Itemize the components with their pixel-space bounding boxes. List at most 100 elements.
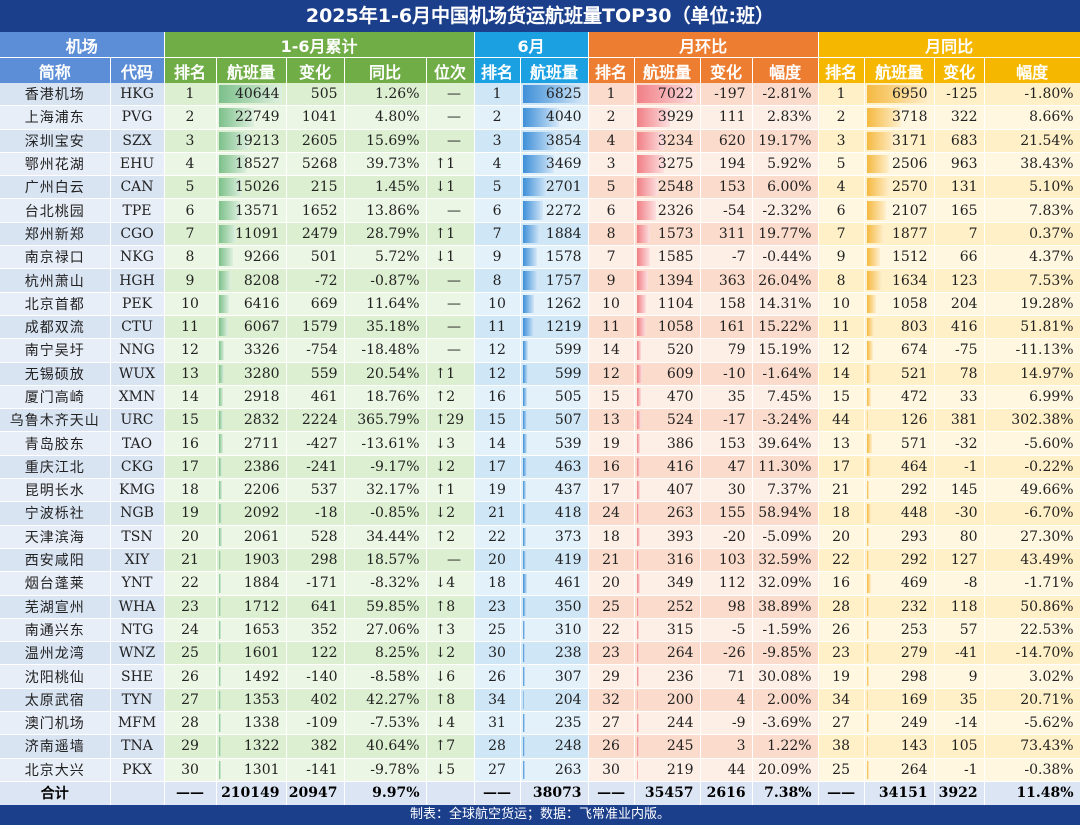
june-flights-value: 539 (554, 435, 582, 452)
header-airport: 机场 (0, 32, 165, 58)
yoy-flights: 279 (864, 641, 935, 666)
yoy-flights-bar (866, 317, 874, 337)
yoy-amp: 6.99% (984, 385, 1080, 410)
yoy-change: 57 (934, 618, 985, 643)
cum-rank: 26 (164, 664, 217, 689)
mom-flights-bar (636, 504, 639, 523)
cum-flights-bar (218, 411, 223, 430)
cum-yoy: 39.73% (344, 152, 427, 177)
june-flights: 599 (520, 338, 589, 363)
airport-code: CKG (110, 455, 165, 480)
yoy-flights: 803 (864, 315, 935, 340)
june-flights: 3469 (520, 152, 589, 177)
june-rank: 3 (474, 129, 521, 153)
mom-flights-value: 1573 (657, 225, 694, 242)
cum-yoy: 5.72% (344, 245, 427, 270)
yoy-amp: 51.81% (984, 315, 1080, 340)
airport-code: NNG (110, 338, 165, 363)
table-row: 台北桃园 TPE 6 13571 1652 13.86% —6 2272 6 2326 -54 -2.… (0, 198, 1080, 223)
cum-yoy: 365.79% (344, 408, 427, 433)
mom-amp: -2.32% (752, 198, 819, 223)
june-flights-bar (522, 364, 528, 383)
total-code-blank (110, 781, 165, 805)
cum-flights-value: 1301 (243, 761, 280, 778)
mom-change: 30 (700, 478, 753, 503)
cum-yoy: -9.78% (344, 758, 427, 782)
cum-flights: 6067 (216, 315, 287, 340)
cum-pos: ↑8 (426, 688, 475, 713)
table-body: 香港机场 HKG 1 40644 505 1.26% —1 6825 1 7022 -197 -2.8… (0, 83, 1080, 782)
cum-flights: 3326 (216, 338, 287, 363)
airport-code: CGO (110, 222, 165, 247)
mom-change: 98 (700, 595, 753, 619)
june-rank: 19 (474, 478, 521, 503)
cum-rank: 4 (164, 152, 217, 177)
table-row: 成都双流 CTU 11 6067 1579 35.18% —11 1219 11 1058 161 1… (0, 315, 1080, 340)
mom-flights-value: 263 (666, 505, 694, 522)
yoy-flights: 2107 (864, 198, 935, 223)
yoy-flights: 521 (864, 362, 935, 386)
june-flights-bar (522, 178, 547, 197)
cum-pos: ↑1 (426, 478, 475, 503)
mom-change: 155 (700, 501, 753, 526)
total-row: 合计 —— 210149 20947 9.97% —— 38073 —— 354… (0, 781, 1080, 805)
yoy-amp: 50.86% (984, 595, 1080, 619)
mom-flights-bar (636, 294, 646, 313)
cum-change: 669 (286, 292, 345, 316)
june-flights-bar (522, 434, 528, 453)
mom-change: 311 (700, 222, 753, 247)
mom-flights: 264 (634, 641, 701, 666)
yoy-amp: 49.66% (984, 478, 1080, 503)
yoy-flights: 571 (864, 431, 935, 456)
yoy-change: 145 (934, 478, 985, 503)
cum-pos: ↑7 (426, 734, 475, 759)
june-rank: 21 (474, 501, 521, 526)
june-flights-value: 310 (554, 621, 582, 638)
mom-flights-value: 2548 (657, 179, 694, 196)
mom-flights-bar (636, 154, 665, 174)
mom-rank: 30 (588, 758, 635, 782)
yoy-rank: 6 (818, 198, 865, 223)
table-row: 太原武宿 TYN 27 1353 402 42.27% ↑8 34 204 32 200 4 2.00%… (0, 688, 1080, 713)
yoy-flights: 464 (864, 455, 935, 480)
cum-pos: ↓1 (426, 245, 475, 270)
june-flights-bar (522, 387, 528, 407)
yoy-flights-bar (866, 481, 870, 500)
mom-rank: 7 (588, 245, 635, 270)
cum-yoy: -0.87% (344, 268, 427, 293)
airport-name: 无锡硕放 (0, 362, 111, 386)
airport-name: 广州白云 (0, 175, 111, 200)
cum-yoy: 32.17% (344, 478, 427, 503)
june-rank: 8 (474, 268, 521, 293)
cum-yoy: 18.76% (344, 385, 427, 410)
mom-amp: 19.17% (752, 129, 819, 153)
cum-flights-bar (218, 504, 222, 523)
mom-amp: -3.24% (752, 408, 819, 433)
yoy-flights-value: 292 (900, 482, 928, 499)
header-june: 6月 (474, 32, 589, 58)
yoy-flights: 126 (864, 408, 935, 433)
cum-flights-bar (218, 644, 222, 663)
cum-flights-bar (218, 387, 224, 407)
mom-flights-value: 252 (666, 598, 694, 615)
airport-name: 天津滨海 (0, 525, 111, 549)
cum-flights: 2092 (216, 501, 287, 526)
col-cum-pos: 位次 (426, 57, 475, 83)
yoy-flights-value: 3171 (891, 132, 928, 149)
cum-flights-bar (218, 620, 222, 640)
cum-flights-value: 1884 (243, 575, 280, 592)
yoy-rank: 9 (818, 245, 865, 270)
cum-change: 122 (286, 641, 345, 666)
yoy-amp: 14.97% (984, 362, 1080, 386)
yoy-amp: 21.54% (984, 129, 1080, 153)
mom-flights-value: 1585 (657, 249, 694, 266)
airport-code: MFM (110, 711, 165, 736)
cum-pos: ↓3 (426, 431, 475, 456)
cum-pos: ↑8 (426, 595, 475, 619)
total-cum-rank: —— (164, 781, 217, 805)
cum-pos: — (426, 315, 475, 340)
mom-flights-value: 219 (666, 761, 694, 778)
cum-flights-value: 1712 (243, 598, 280, 615)
yoy-flights-bar (866, 294, 877, 313)
airport-name: 昆明长水 (0, 478, 111, 503)
